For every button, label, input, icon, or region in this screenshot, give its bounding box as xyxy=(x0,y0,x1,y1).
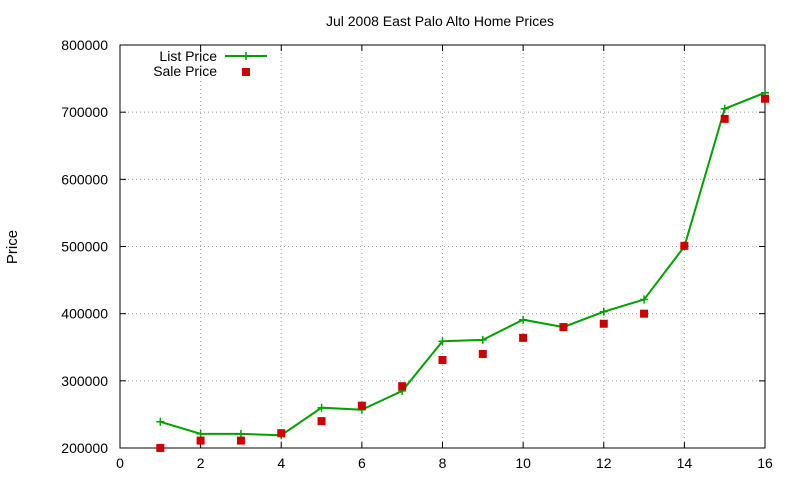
sale-price-point xyxy=(680,241,689,250)
x-tick-label: 14 xyxy=(677,455,693,471)
sale-price-point xyxy=(398,382,407,391)
x-tick-label: 10 xyxy=(515,455,531,471)
sale-price-point xyxy=(438,356,447,365)
sale-price-point xyxy=(236,436,245,445)
chart-title: Jul 2008 East Palo Alto Home Prices xyxy=(326,13,554,29)
y-tick-label: 300000 xyxy=(61,373,108,389)
list-price-point xyxy=(317,403,326,412)
sale-price-point xyxy=(156,444,165,452)
list-price-point xyxy=(196,429,205,438)
list-price-point xyxy=(519,315,528,324)
legend-marker-sale-price xyxy=(242,68,250,76)
list-price-point xyxy=(599,307,608,316)
sale-price-point xyxy=(317,417,326,426)
x-tick-label: 4 xyxy=(277,455,285,471)
legend-label-sale-price: Sale Price xyxy=(153,63,217,79)
sale-price-point xyxy=(196,436,205,445)
sale-price-point xyxy=(357,401,366,410)
list-price-point xyxy=(478,335,487,344)
y-tick-label: 500000 xyxy=(61,239,108,255)
sale-price-point xyxy=(640,309,649,318)
sale-price-point xyxy=(478,349,487,358)
y-tick-label: 700000 xyxy=(61,104,108,120)
x-tick-label: 16 xyxy=(757,455,773,471)
x-tick-label: 6 xyxy=(358,455,366,471)
y-tick-label: 400000 xyxy=(61,306,108,322)
sale-price-point xyxy=(599,319,608,328)
list-price-point xyxy=(236,429,245,438)
ticks-layer xyxy=(119,44,766,449)
legend: List Price Sale Price xyxy=(153,48,267,79)
sale-price-point xyxy=(277,429,286,438)
x-tick-labels: 0 2 4 6 8 10 12 14 16 xyxy=(116,455,773,471)
x-tick-label: 2 xyxy=(197,455,205,471)
sale-price-point xyxy=(720,114,729,123)
sale-price-point xyxy=(761,94,769,103)
y-tick-label: 200000 xyxy=(61,440,108,456)
sale-price-point xyxy=(519,333,528,342)
list-price-point xyxy=(720,104,729,113)
y-tick-label: 600000 xyxy=(61,171,108,187)
series-layer xyxy=(156,88,769,452)
x-tick-label: 8 xyxy=(439,455,447,471)
list-price-point xyxy=(438,337,447,346)
sale-price-point xyxy=(559,323,568,332)
y-axis-label: Price xyxy=(4,230,21,264)
legend-label-list-price: List Price xyxy=(159,48,217,64)
list-price-line xyxy=(160,91,766,437)
y-tick-label: 800000 xyxy=(61,37,108,53)
list-price-point xyxy=(156,417,165,426)
list-price-point xyxy=(640,295,649,304)
legend-marker-list-price xyxy=(242,52,250,60)
y-tick-labels: 200000 300000 400000 500000 600000 700000 8000… xyxy=(61,37,108,456)
x-tick-label: 0 xyxy=(116,455,124,471)
x-tick-label: 12 xyxy=(596,455,612,471)
